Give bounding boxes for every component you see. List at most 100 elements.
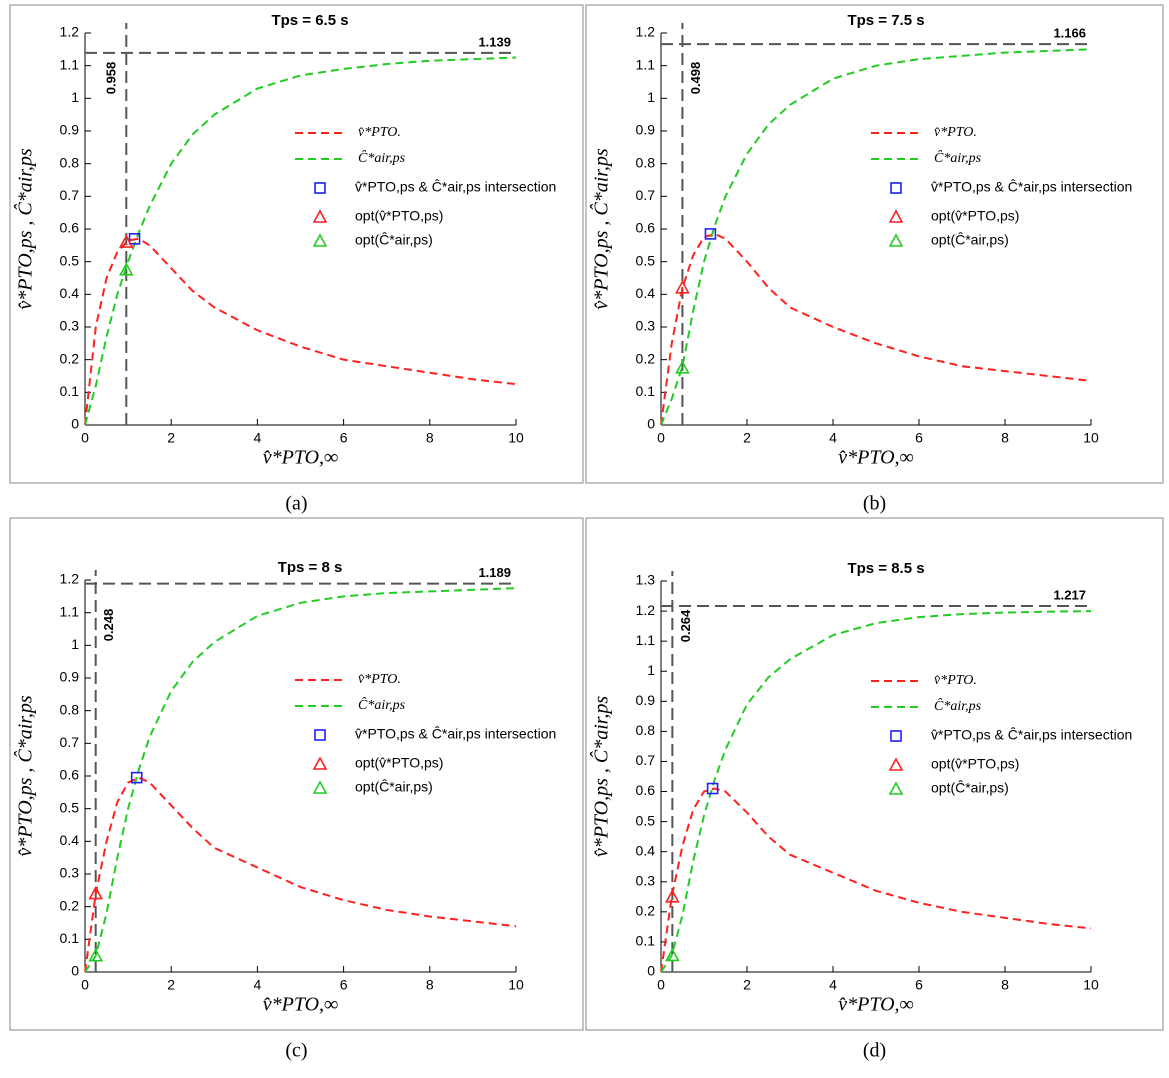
series-line (84, 237, 517, 426)
y-tick-label: 1.1 (636, 56, 656, 72)
y-tick-label: 1 (647, 662, 655, 678)
y-axis-label: v̂*PTO,ps , Ĉ*air,ps (13, 695, 37, 857)
triangle-marker (118, 234, 134, 248)
square-marker (704, 228, 717, 240)
series-line (84, 776, 517, 973)
y-tick-label: 0.6 (60, 767, 80, 783)
legend-label: v̂*PTO,ps & Ĉ*air,ps intersection (355, 726, 556, 742)
y-tick-label: 0.8 (636, 154, 656, 170)
y-tick-label: 0.4 (60, 832, 80, 848)
y-tick-label: 0.7 (636, 752, 656, 768)
y-tick-label: 0.1 (60, 383, 80, 399)
legend-marker (312, 209, 328, 223)
triangle-marker (675, 360, 690, 374)
x-axis-label: v̂*PTO,∞ (838, 994, 914, 1016)
x-axis-label: v̂*PTO,∞ (263, 994, 339, 1016)
reference-label: 0.264 (678, 609, 693, 642)
reference-label: 0.248 (101, 609, 116, 642)
panel-frame (9, 517, 584, 1031)
x-tick-label: 4 (254, 430, 262, 446)
x-tick-label: 10 (508, 430, 524, 446)
x-tick-label: 8 (426, 977, 434, 993)
legend-label: Ĉ*air,ps (358, 149, 406, 166)
y-tick-label: 0.7 (636, 187, 656, 203)
legend-marker (314, 729, 326, 741)
series-line (660, 787, 1092, 973)
series-line (84, 587, 517, 973)
legend-marker (312, 780, 328, 794)
chart-title: Tps = 7.5 s (847, 12, 924, 29)
reference-label: 0.958 (104, 62, 119, 95)
panel-frame (585, 4, 1164, 484)
x-tick-label: 8 (426, 430, 434, 446)
series-line (660, 48, 1092, 426)
x-tick-label: 2 (167, 430, 175, 446)
x-tick-label: 10 (508, 977, 524, 993)
legend-label: v̂*PTO,ps & Ĉ*air,ps intersection (931, 179, 1132, 195)
y-tick-label: 0.2 (636, 903, 656, 919)
x-tick-label: 8 (1001, 977, 1009, 993)
y-tick-label: 0.8 (636, 722, 656, 738)
y-tick-label: 1.1 (636, 632, 656, 648)
y-tick-label: 0.9 (60, 669, 80, 685)
panel-label: (c) (285, 1040, 307, 1062)
y-tick-label: 0.3 (636, 318, 656, 334)
x-axis-label: v̂*PTO,∞ (838, 447, 914, 469)
y-tick-label: 0.1 (60, 930, 80, 946)
chart-title: Tps = 8 s (278, 559, 343, 576)
legend-label: Ĉ*air,ps (358, 696, 406, 713)
y-axis-label: v̂*PTO,ps , Ĉ*air,ps (13, 148, 37, 310)
y-tick-label: 0.5 (60, 799, 80, 815)
x-tick-label: 0 (657, 430, 665, 446)
y-tick-label: 0 (647, 963, 655, 979)
legend-label: Ĉ*air,ps (934, 149, 982, 166)
x-tick-label: 2 (743, 977, 751, 993)
legend-marker (314, 182, 326, 194)
triangle-marker (675, 280, 690, 294)
y-tick-label: 0.8 (60, 154, 80, 170)
panel-label: (a) (285, 493, 307, 515)
panel-frame (585, 517, 1164, 1031)
y-tick-label: 0.2 (60, 897, 80, 913)
y-tick-label: 0.7 (60, 734, 80, 750)
panel-frame (9, 4, 584, 484)
y-tick-label: 0.6 (636, 220, 656, 236)
triangle-marker (118, 262, 134, 276)
y-tick-label: 0.9 (60, 122, 80, 138)
legend-marker (888, 209, 904, 223)
x-tick-label: 4 (829, 430, 837, 446)
x-axis-label: v̂*PTO,∞ (263, 447, 339, 469)
y-tick-label: 0.3 (636, 872, 656, 888)
y-tick-label: 1.2 (60, 571, 80, 587)
y-axis-label: v̂*PTO,ps , Ĉ*air,ps (589, 148, 613, 310)
chart-title: Tps = 8.5 s (847, 560, 924, 577)
y-tick-label: 0 (71, 963, 79, 979)
x-tick-label: 6 (915, 977, 923, 993)
x-tick-label: 0 (657, 977, 665, 993)
legend-label: opt(Ĉ*air,ps) (355, 232, 433, 248)
legend-label: opt(Ĉ*air,ps) (931, 232, 1009, 248)
x-tick-label: 0 (81, 430, 89, 446)
y-tick-label: 1.2 (636, 602, 656, 618)
legend-marker (312, 233, 328, 247)
chart-title: Tps = 6.5 s (271, 12, 348, 29)
reference-label: 1.189 (478, 565, 511, 580)
square-marker (130, 771, 143, 784)
y-tick-label: 0 (647, 416, 655, 432)
reference-label: 1.139 (478, 34, 511, 49)
legend-label: v̂*PTO,ps & Ĉ*air,ps intersection (931, 727, 1132, 743)
x-tick-label: 8 (1001, 430, 1009, 446)
legend-label: v̂*PTO. (934, 673, 977, 688)
y-tick-label: 1.1 (60, 603, 80, 619)
y-tick-label: 0.1 (636, 383, 656, 399)
y-tick-label: 1.3 (636, 572, 656, 588)
legend-label: v̂*PTO,ps & Ĉ*air,ps intersection (355, 179, 556, 195)
series-line (660, 232, 1092, 426)
legend-label: opt(v̂*PTO,ps) (355, 208, 443, 224)
triangle-marker (88, 885, 104, 900)
legend-label: opt(Ĉ*air,ps) (355, 779, 433, 795)
y-tick-label: 0 (71, 416, 79, 432)
reference-label: 1.166 (1053, 26, 1086, 41)
y-tick-label: 1.2 (636, 24, 656, 40)
